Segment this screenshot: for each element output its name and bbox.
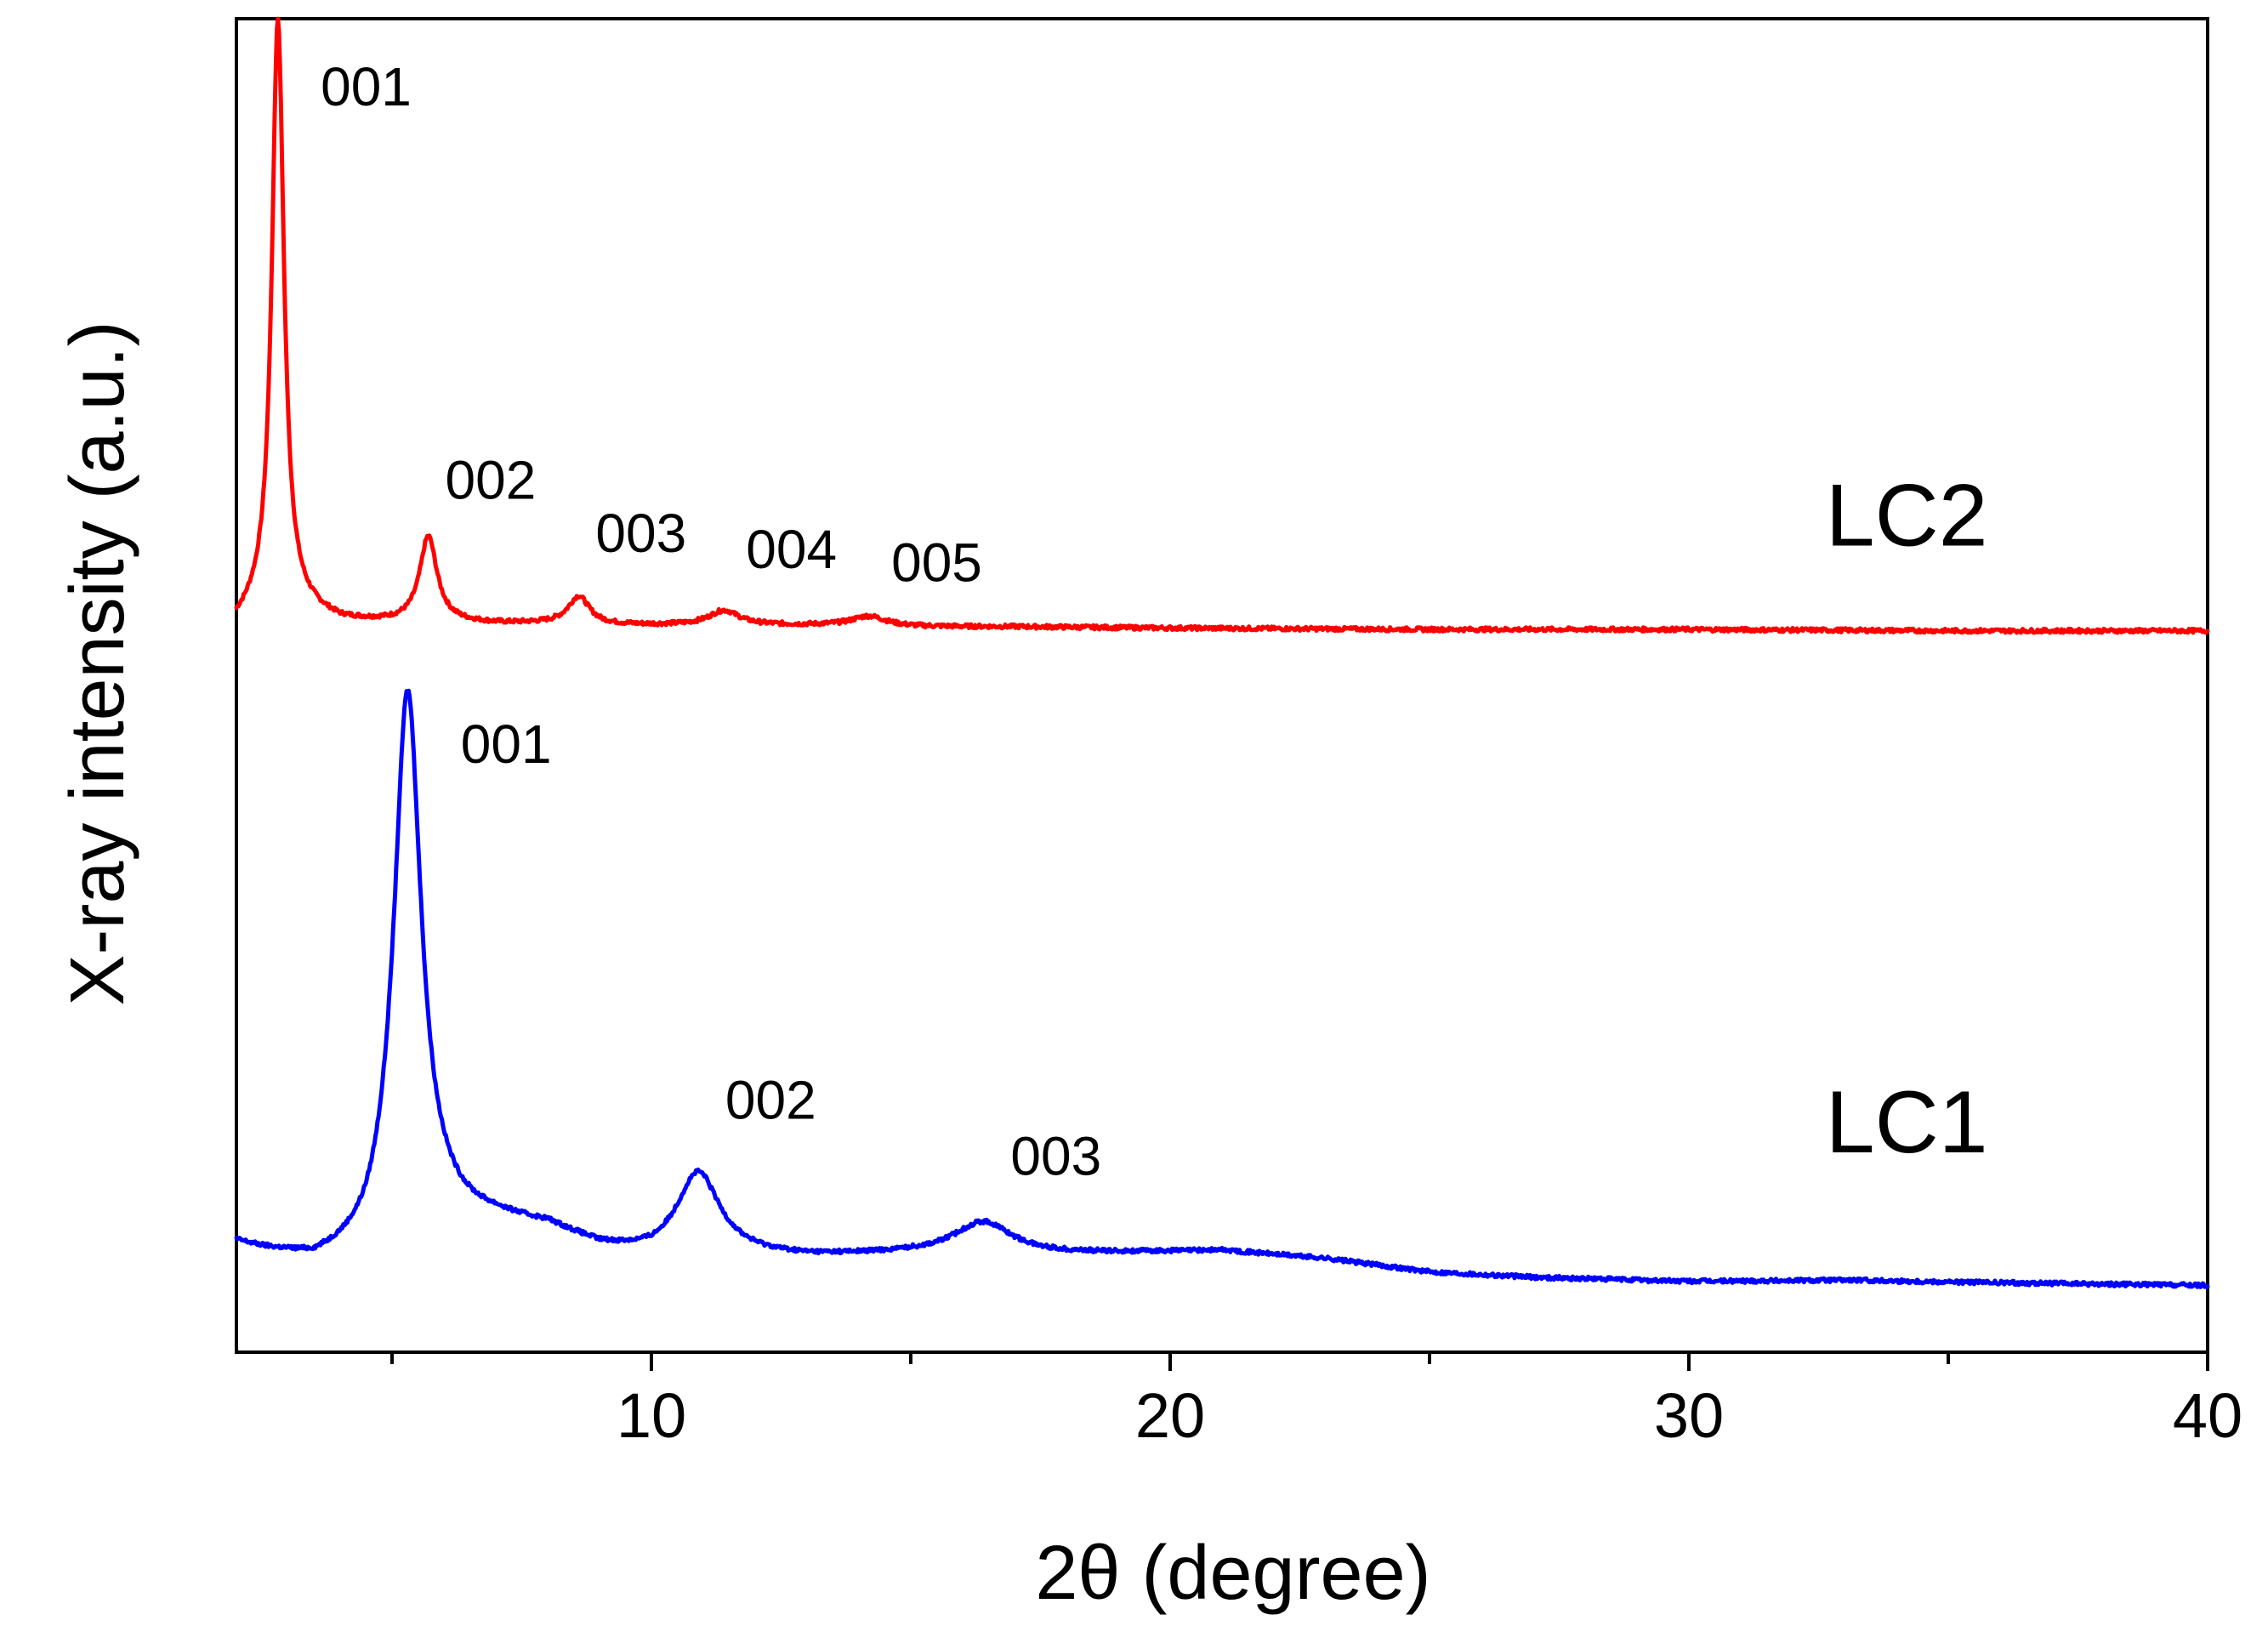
x-axis-tick-labels: 10 20 30 40 xyxy=(617,1380,2242,1451)
x-tick-label: 30 xyxy=(1654,1380,1724,1451)
x-tick-label: 40 xyxy=(2173,1380,2242,1451)
peak-label-lc2: 005 xyxy=(891,532,982,594)
peak-label-lc2: 002 xyxy=(446,449,537,510)
x-axis-ticks xyxy=(390,1352,2209,1371)
series-label-lc1: LC1 xyxy=(1826,1073,1988,1172)
series-line-lc1 xyxy=(234,688,2210,1289)
series-labels: LC2 LC1 xyxy=(1826,466,1988,1171)
peak-labels: 001 002 003 004 005 001 002 003 xyxy=(321,56,1101,1187)
y-axis-title: X-ray intensity (a.u.) xyxy=(55,321,140,1005)
series-label-lc2: LC2 xyxy=(1826,466,1988,565)
peak-label-lc1: 002 xyxy=(725,1070,816,1131)
x-tick-label: 10 xyxy=(617,1380,686,1451)
peak-label-lc2: 003 xyxy=(595,503,686,564)
peak-label-lc2: 001 xyxy=(321,56,412,117)
peak-label-lc1: 001 xyxy=(461,714,552,775)
x-axis-title: 2θ (degree) xyxy=(1035,1531,1430,1616)
plot-frame xyxy=(235,17,2209,1354)
peak-label-lc1: 003 xyxy=(1010,1125,1101,1186)
x-tick-label: 20 xyxy=(1135,1380,1205,1451)
series-line-lc2 xyxy=(234,16,2210,635)
peak-label-lc2: 004 xyxy=(746,519,837,580)
series-lines xyxy=(234,16,2210,1289)
